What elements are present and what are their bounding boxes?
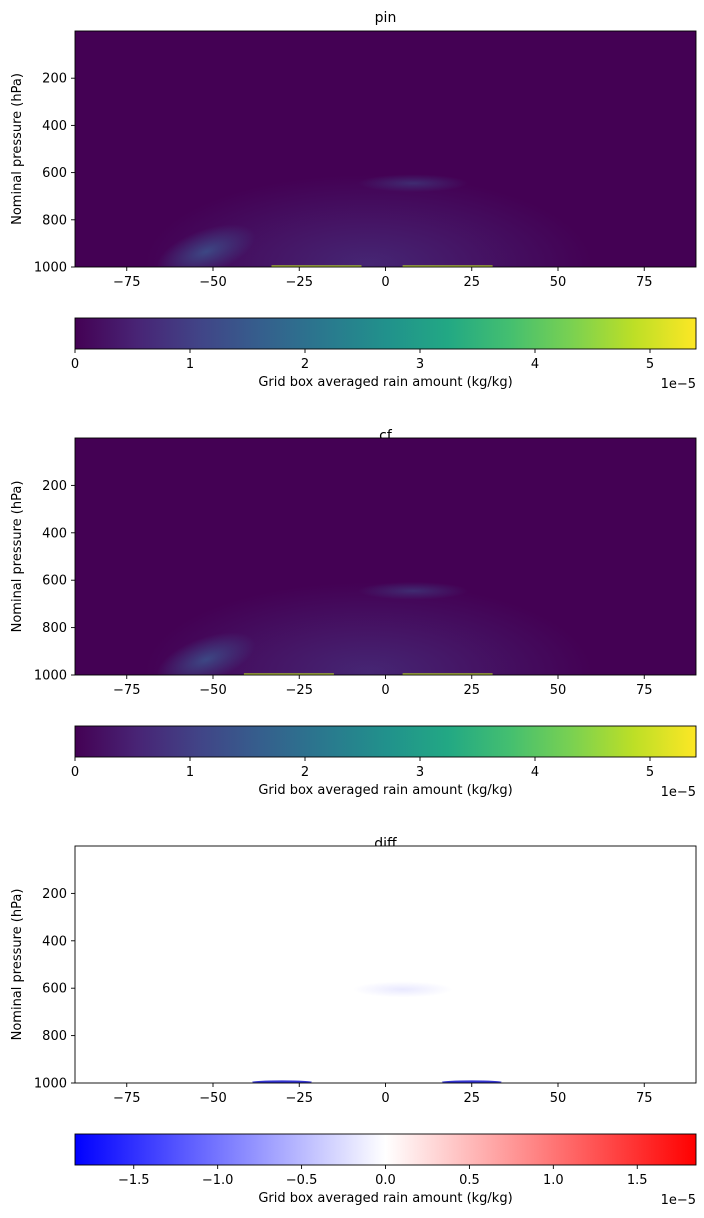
x-tick-label: 0: [381, 1091, 389, 1106]
x-tick-label: 0: [381, 683, 389, 698]
heatmap-feature-1: [252, 1080, 312, 1083]
colorbar-tick-label: −0.5: [286, 1173, 318, 1188]
colorbar-label: Grid box averaged rain amount (kg/kg): [258, 783, 512, 798]
colorbar-tick-label: 1.5: [627, 1173, 648, 1188]
colorbar-offset: 1e−5: [661, 377, 696, 392]
x-tick-label: 50: [550, 275, 567, 290]
colorbar-tick-label: 0.0: [375, 1173, 396, 1188]
colorbar-tick-label: 0: [71, 765, 79, 780]
y-tick-label: 800: [42, 213, 67, 228]
colorbar: [74, 725, 697, 758]
chart-title: pin: [375, 10, 397, 26]
y-axis-label: Nominal pressure (hPa): [10, 889, 25, 1041]
colorbar: [74, 1133, 697, 1166]
colorbar-label: Grid box averaged rain amount (kg/kg): [258, 1191, 512, 1206]
heatmap-feature-3: [402, 673, 493, 675]
heatmap-feature-0: [352, 981, 453, 998]
y-tick-label: 400: [42, 526, 67, 541]
field-dome: [144, 582, 592, 675]
heatmap-background: [75, 846, 696, 1083]
colorbar-offset: 1e−5: [661, 1193, 696, 1208]
colorbar-tick-label: 3: [416, 357, 424, 372]
y-tick-label: 1000: [34, 669, 67, 684]
colorbar-tick-label: 2: [301, 765, 309, 780]
y-tick-label: 800: [42, 621, 67, 636]
heatmap-feature-3: [402, 265, 493, 267]
colorbar: [74, 317, 697, 350]
heatmap-feature-1: [358, 174, 469, 193]
y-axis-label: Nominal pressure (hPa): [10, 481, 25, 633]
x-tick-label: 25: [463, 275, 480, 290]
panel-pin: pin−75 −50 −25 0 25 50 752004006008001000Nomin…: [10, 10, 697, 392]
colorbar-tick-label: 0.5: [459, 1173, 480, 1188]
colorbar-tick-label: 4: [531, 357, 539, 372]
y-tick-label: 600: [42, 166, 67, 181]
heatmap-feature-0: [156, 632, 256, 675]
colorbar-tick-label: −1.5: [118, 1173, 150, 1188]
y-tick-label: 800: [42, 1029, 67, 1044]
heatmap-field: [75, 846, 696, 1083]
heatmap-feature-1: [358, 581, 469, 600]
y-tick-label: 200: [42, 72, 67, 87]
y-tick-label: 600: [42, 574, 67, 589]
x-tick-label: −75: [113, 683, 140, 698]
panel-diff: diff−75 −50 −25 0 25 50 752004006008001000Nomi…: [10, 836, 697, 1208]
y-tick-label: 200: [42, 479, 67, 494]
colorbar-tick-label: −1.0: [202, 1173, 234, 1188]
x-tick-label: −25: [286, 1091, 313, 1106]
x-tick-label: −50: [199, 1091, 226, 1106]
panel-cf: cf−75 −50 −25 0 25 50 752004006008001000Nomina…: [10, 428, 697, 800]
colorbar-label: Grid box averaged rain amount (kg/kg): [258, 375, 512, 390]
y-tick-label: 600: [42, 982, 67, 997]
x-tick-label: −75: [113, 1091, 140, 1106]
x-tick-label: 25: [463, 1091, 480, 1106]
heatmap-field: [75, 31, 696, 267]
colorbar-tick-label: 5: [646, 357, 654, 372]
x-tick-label: 50: [550, 1091, 567, 1106]
colorbar-tick-label: 2: [301, 357, 309, 372]
y-tick-label: 400: [42, 934, 67, 949]
y-tick-label: 1000: [34, 261, 67, 276]
x-tick-label: 0: [381, 275, 389, 290]
x-tick-label: −50: [199, 275, 226, 290]
x-tick-label: −75: [113, 275, 140, 290]
y-tick-label: 400: [42, 119, 67, 134]
heatmap-feature-0: [156, 224, 256, 267]
y-tick-label: 200: [42, 887, 67, 902]
x-tick-label: 75: [636, 1091, 653, 1106]
heatmap-feature-2: [243, 673, 334, 675]
y-axis-label: Nominal pressure (hPa): [10, 73, 25, 225]
colorbar-tick-label: 4: [531, 765, 539, 780]
x-tick-label: −25: [286, 683, 313, 698]
x-tick-label: −25: [286, 275, 313, 290]
colorbar-tick-label: 0: [71, 357, 79, 372]
field-dome: [144, 174, 592, 267]
colorbar-tick-label: 1.0: [543, 1173, 564, 1188]
x-tick-label: 25: [463, 683, 480, 698]
x-tick-label: 75: [636, 683, 653, 698]
heatmap-field: [75, 438, 696, 675]
colorbar-tick-label: 3: [416, 765, 424, 780]
colorbar-tick-label: 1: [186, 357, 194, 372]
colorbar-offset: 1e−5: [661, 785, 696, 800]
heatmap-feature-2: [271, 265, 362, 267]
x-tick-label: 50: [550, 683, 567, 698]
colorbar-tick-label: 1: [186, 765, 194, 780]
x-tick-label: 75: [636, 275, 653, 290]
y-tick-label: 1000: [34, 1077, 67, 1092]
colorbar-tick-label: 5: [646, 765, 654, 780]
heatmap-feature-2: [441, 1080, 502, 1083]
x-tick-label: −50: [199, 683, 226, 698]
